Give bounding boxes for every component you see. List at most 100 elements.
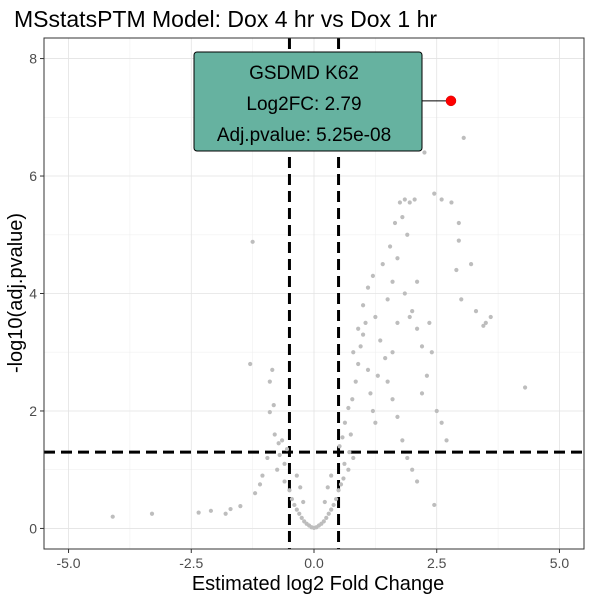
data-point [267,410,272,415]
data-point [272,432,277,437]
data-point [405,232,410,237]
data-point [395,414,400,419]
data-point [407,200,412,205]
data-point [459,297,464,302]
data-point [326,511,331,516]
data-point [287,488,292,493]
data-point [321,519,326,524]
data-point [373,314,378,320]
annotation-label-line: GSDMD K62 [249,63,359,84]
data-point [390,397,395,402]
data-point [208,508,214,513]
data-point [252,491,258,496]
data-point [342,420,348,425]
data-point [449,200,454,205]
y-tick-label: 8 [29,51,37,67]
data-point [419,391,425,396]
data-point [340,435,345,440]
data-point [297,511,302,516]
data-point [387,244,393,249]
data-point [223,511,228,516]
data-point [380,262,385,267]
data-point [402,197,407,202]
data-point [370,408,376,414]
data-point [363,320,368,325]
data-point [483,320,488,325]
data-point [365,367,371,372]
x-tick-label: -2.5 [179,555,203,571]
x-tick-label: 2.5 [427,555,447,571]
data-point [395,320,400,325]
data-point [341,476,346,481]
data-point [267,379,272,384]
data-point [329,507,334,512]
data-point [350,397,355,402]
data-point [473,309,479,314]
y-tick-label: 4 [29,286,37,302]
data-point [488,314,493,320]
data-point [277,452,282,458]
data-point [347,449,352,455]
data-point [461,135,466,140]
data-point [427,320,432,325]
annotation-label-line: Log2FC: 2.79 [246,94,361,115]
data-point [337,444,342,449]
data-point [402,291,407,296]
data-point [481,323,486,328]
y-tick-label: 2 [29,403,37,419]
data-point [346,467,351,472]
data-point [356,361,361,367]
data-point [276,441,281,446]
y-tick-label: 0 [29,520,37,536]
data-point [385,379,390,384]
data-point [414,326,420,331]
data-point [298,485,303,490]
data-point [410,467,415,472]
data-point [405,455,410,461]
data-point [351,350,356,355]
data-point [365,285,371,290]
data-point [110,514,115,519]
data-point [392,220,398,226]
data-point [294,473,299,478]
data-point [424,373,430,378]
data-point [282,461,287,466]
data-point [432,191,437,196]
data-point [336,488,341,493]
x-axis-ticks: -5.0 -2.5 0.0 2.5 5.0 [56,549,569,571]
data-point [395,256,400,261]
data-point [238,504,243,509]
data-point [397,200,403,205]
data-point [400,438,405,443]
data-point [294,507,299,512]
data-point [331,502,336,508]
data-point [356,326,361,331]
highlight-point [445,95,457,107]
data-point [301,499,306,505]
x-axis-title: Estimated log2 Fold Change [192,573,444,595]
data-point [282,479,287,484]
data-point [432,502,437,508]
data-point [284,447,290,452]
data-point [429,350,434,355]
data-point [257,482,263,487]
data-point [456,220,461,226]
y-axis-title: -log10(adj.pvalue) [5,213,27,373]
data-point [322,499,327,505]
data-point [400,215,405,220]
data-point [196,510,201,515]
data-point [270,367,275,372]
data-point [407,314,412,320]
data-point [375,373,380,378]
data-point [299,515,304,520]
data-point [412,197,417,202]
y-tick-label: 6 [29,168,37,184]
highlight-group: GSDMD K62 Log2FC: 2.79 Adj.pvalue: 5.25e-0… [193,51,457,152]
data-point [456,238,461,243]
data-point [333,496,339,502]
data-point [329,473,334,478]
data-point [346,405,351,411]
data-point [439,420,444,425]
data-point [414,279,420,284]
